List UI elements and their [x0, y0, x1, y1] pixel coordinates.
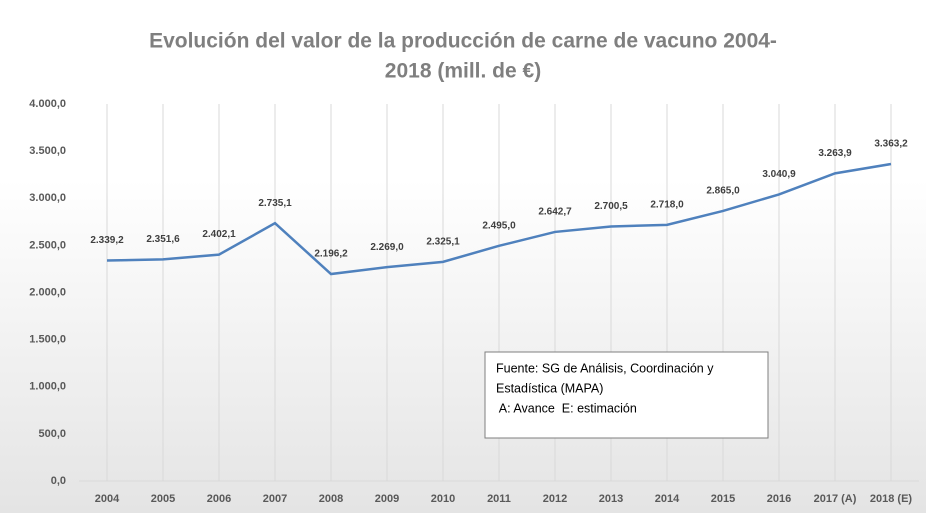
y-tick-label: 1.500,0: [29, 334, 66, 346]
annotation: Fuente: SG de Análisis, Coordinación y: [496, 361, 714, 375]
x-tick-label: 2010: [431, 493, 455, 505]
data-label: 2.196,2: [314, 249, 348, 260]
data-label: 2.700,5: [594, 201, 628, 212]
x-tick-label: 2011: [487, 493, 511, 505]
data-label: 3.040,9: [762, 169, 796, 180]
y-tick-label: 0,0: [51, 475, 66, 487]
data-label: 2.642,7: [538, 207, 572, 218]
data-label: 2.402,1: [202, 229, 236, 240]
x-tick-label: 2007: [263, 493, 287, 505]
x-tick-label: 2012: [543, 493, 567, 505]
plot-area: 0,0 500,0 1.000,0 1.500,0 2.000,0 2.500,0 3.00…: [29, 98, 919, 505]
annotation: Estadística (MAPA): [496, 381, 603, 395]
annotation: A: Avance E: estimación: [496, 401, 637, 415]
data-label: 2.718,0: [650, 199, 684, 210]
x-tick-label: 2018 (E): [870, 493, 913, 505]
y-tick-label: 2.000,0: [29, 286, 66, 298]
data-label: 2.325,1: [426, 236, 460, 247]
data-label: 2.269,0: [370, 242, 404, 253]
x-tick-label: 2005: [151, 493, 175, 505]
y-tick-label: 3.000,0: [29, 192, 66, 204]
chart-title: Evolución del valor de la producción de …: [149, 30, 777, 53]
y-tick-label: 1.000,0: [29, 381, 66, 393]
line: [106, 162, 892, 276]
data-label: 2.351,6: [146, 234, 180, 245]
x-tick-label: 2016: [767, 493, 791, 505]
y-tick-label: 4.000,0: [29, 98, 66, 110]
data-label: 2.735,1: [258, 198, 292, 209]
x-tick-label: 2013: [599, 493, 623, 505]
annotation-box: [484, 351, 769, 439]
x-tick-label: 2009: [375, 493, 399, 505]
data-label: 2.339,2: [90, 235, 124, 246]
x-tick-label: 2015: [711, 493, 735, 505]
y-tick-label: 3.500,0: [29, 145, 66, 157]
y-tick-label: 500,0: [38, 428, 66, 440]
x-tick-label: 2014: [655, 493, 680, 505]
x-tick-label: 2006: [207, 493, 231, 505]
y-tick-label: 2.500,0: [29, 239, 66, 251]
data-label: 3.363,2: [874, 139, 908, 150]
x-tick-label: 2017 (A): [814, 493, 857, 505]
data-label: 3.263,9: [818, 148, 852, 159]
data-label: 2.495,0: [482, 220, 516, 231]
x-tick-label: 2008: [319, 493, 343, 505]
chart-title: 2018 (mill. de €): [385, 60, 541, 83]
x-tick-label: 2004: [95, 493, 120, 505]
data-label: 2.865,0: [706, 186, 740, 197]
